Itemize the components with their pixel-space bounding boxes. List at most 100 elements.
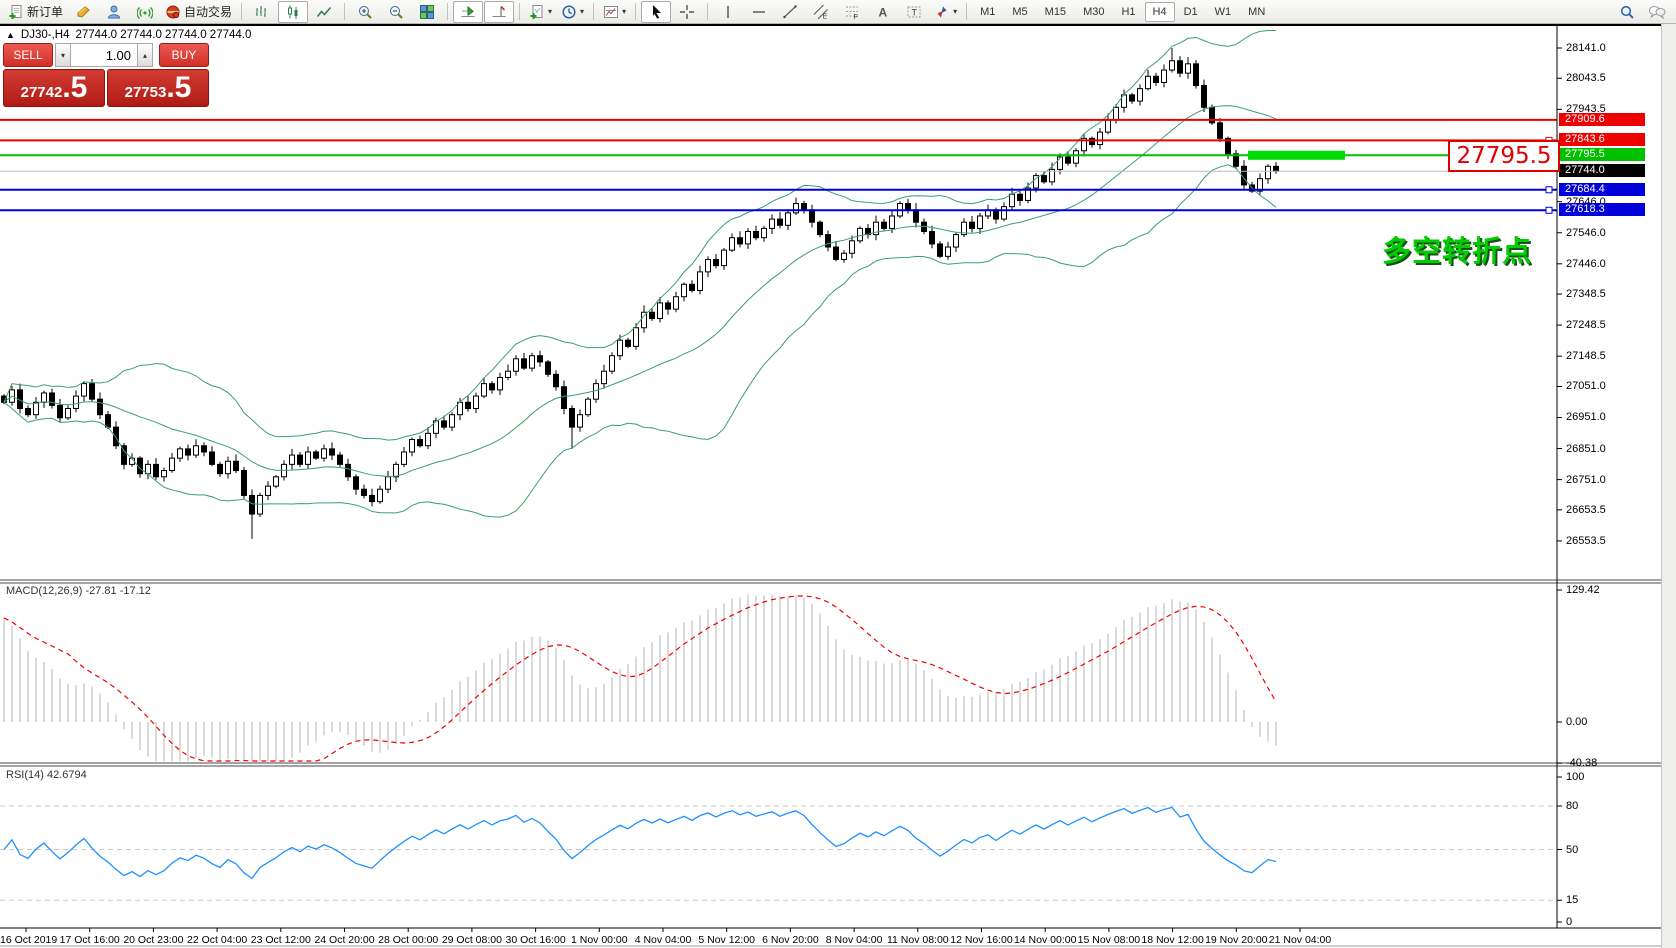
auto-scroll-button[interactable] [453,0,484,23]
zoom-out-icon [390,5,403,19]
auto-scroll-icon [461,5,475,17]
timeframe-button-d1[interactable]: D1 [1183,5,1198,18]
timeframe-button-m30[interactable]: M30 [1083,5,1105,18]
chat-button[interactable] [1642,1,1672,23]
candle-body [881,221,887,229]
chart-shift-icon [492,5,506,17]
fibonacci-button[interactable]: F [837,1,867,23]
volume-decrease-button[interactable] [55,43,71,67]
new-chart-button[interactable]: ▾ [525,1,556,23]
rsi-indicator-label: RSI(14) 42.6794 [6,769,87,781]
periods-button[interactable]: ▾ [557,1,588,23]
volume-input[interactable] [71,43,137,67]
candle-body [801,203,807,211]
price-highlight-bar[interactable] [1248,150,1345,160]
time-label: 12 Nov 16:00 [950,934,1013,946]
candle-body [577,414,583,428]
cursor-button[interactable] [641,0,672,23]
trendline-button[interactable] [775,1,805,23]
dropdown-caret-icon: ▾ [622,7,627,16]
timeframe-button-mn[interactable]: MN [1248,5,1266,18]
text-button[interactable]: A [868,1,898,23]
candle-body [497,376,503,391]
candle-body [681,283,687,298]
channel-button[interactable]: E [806,1,836,23]
bars-chart-button[interactable] [247,1,277,23]
price-tick-label: 27051.0 [1566,380,1606,393]
buy-price-tile[interactable]: 27753 .5 [107,69,209,107]
candle-body [1265,165,1271,180]
timeframe-button-m5[interactable]: M5 [1012,5,1028,18]
candle-body [929,231,935,245]
candle-body [73,395,79,409]
tile-windows-button[interactable] [412,1,442,23]
candle-body [185,448,191,456]
candle-body [393,463,399,478]
chart-symbol-period: DJ30-,H4 [20,29,70,41]
svg-text:E: E [823,13,828,20]
candle-body [353,476,359,490]
macd-tick-label: -40.38 [1566,757,1598,770]
candle-body [1273,165,1279,172]
price-tick-label: 26751.0 [1566,473,1606,486]
volume-increase-button[interactable] [137,43,153,67]
new-order-button[interactable]: 新订单 [4,1,67,23]
candle-body [705,258,711,273]
candle-body [937,243,943,257]
toolbar-separator [593,3,595,20]
line-handle[interactable] [1545,206,1553,214]
turning-point-annotation[interactable]: 多空转折点 [1382,234,1533,268]
tile-windows-icon [420,4,435,19]
search-button[interactable] [1612,1,1642,23]
chart-shift-button[interactable] [484,0,515,23]
candlestick-chart-button[interactable] [278,0,309,23]
collapse-arrow-icon[interactable]: ▲ [6,30,15,40]
zoom-in-button[interactable] [350,1,380,23]
signals-button[interactable] [130,1,160,23]
candle-body [89,383,95,400]
timeframe-button-m15[interactable]: M15 [1044,5,1067,18]
sell-button[interactable]: SELL [3,43,53,67]
candle-body [65,407,71,419]
timeframe-button-h4[interactable]: H4 [1144,1,1175,22]
autotrading-label: 自动交易 [184,5,233,19]
vertical-line-button[interactable] [713,1,743,23]
time-label: 19 Nov 20:00 [1205,934,1268,946]
line-handle[interactable] [1545,186,1553,194]
gold-tag-icon [77,5,90,18]
candle-body [465,401,471,409]
candle-body [385,476,391,490]
crosshair-button[interactable] [672,1,702,23]
line-chart-button[interactable] [309,1,339,23]
candle-body [1129,94,1135,102]
candle-body [905,203,911,211]
candle-body [449,414,455,428]
text-label-button[interactable]: T [899,1,929,23]
sell-price-tile[interactable]: 27742 .5 [3,69,105,107]
dropdown-caret-icon: ▾ [953,7,958,16]
timeframe-button-w1[interactable]: W1 [1214,5,1232,18]
candle-body [737,237,743,245]
timeframe-button-m1[interactable]: M1 [980,5,996,18]
community-button[interactable] [99,1,129,23]
candle-body [1153,75,1159,83]
autotrading-button[interactable]: 自动交易 [161,1,236,23]
candle-body [1233,153,1239,167]
window-right-edge [1661,24,1676,948]
buy-button[interactable]: BUY [159,43,209,67]
price-callout-box[interactable]: 27795.5 [1448,140,1560,172]
candle-body [793,203,799,214]
templates-button[interactable]: ▾ [599,1,630,23]
price-tick-label: 27546.0 [1566,226,1606,239]
timeframe-button-h1[interactable]: H1 [1121,5,1136,18]
metaquotes-button[interactable] [68,1,98,23]
zoom-out-button[interactable] [381,1,411,23]
horizontal-line-button[interactable] [744,1,774,23]
person-icon [107,5,121,18]
candle-body [161,470,167,478]
cursor-icon [653,4,662,19]
candle-body [689,283,695,292]
arrows-button[interactable]: ▾ [930,1,961,23]
price-line-label: 27909.6 [1559,112,1645,126]
price-tick-label: 26951.0 [1566,411,1606,424]
